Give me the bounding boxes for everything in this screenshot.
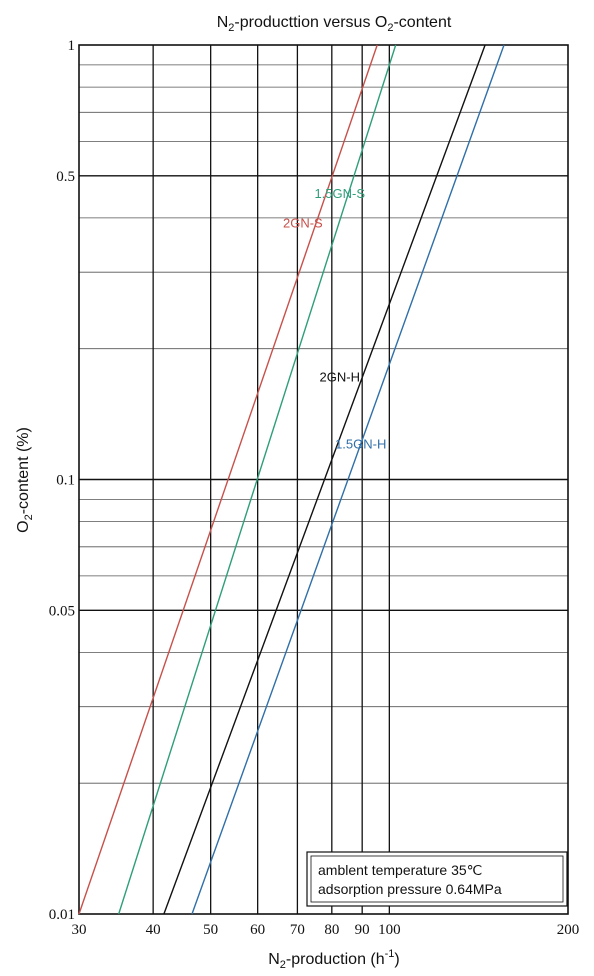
x-axis-title-sub: 2: [280, 959, 286, 971]
chart-title-sub1: 2: [228, 22, 234, 34]
x-tick-label: 30: [72, 922, 87, 938]
series-label-1.5GN-S: 1.5GN-S: [314, 186, 365, 201]
annotation-line-2: adsorption pressure 0.64MPa: [318, 881, 502, 897]
y-axis-title-pre: O: [15, 520, 32, 532]
x-tick-label: 100: [378, 922, 401, 938]
x-tick-label: 200: [557, 922, 580, 938]
series-labels: 2GN-S 1.5GN-S 2GN-H 1.5GN-H: [283, 186, 386, 451]
series-label-2GN-S: 2GN-S: [283, 216, 323, 231]
series-label-1.5GN-H: 1.5GN-H: [335, 436, 386, 451]
x-tick-label: 70: [290, 922, 305, 938]
grid-minor: [79, 64, 568, 784]
series-line-1.5GN-S: [118, 44, 397, 915]
y-axis-title: O2-content (%): [15, 427, 35, 533]
y-tick-label: 0.5: [56, 169, 75, 185]
series-line-1.5GN-H: [191, 44, 505, 915]
grid-major: [79, 45, 568, 914]
plot-frame: [78, 44, 569, 915]
series-group: [78, 44, 505, 915]
x-tick-labels: 30 40 50 60 70 80 90 100 200: [72, 922, 580, 938]
chart-title: N2-producttion versus O2-content: [217, 14, 452, 34]
annotation-box: amblent temperature 35℃ adsorption press…: [306, 851, 568, 907]
series-label-2GN-H: 2GN-H: [320, 370, 360, 385]
y-axis-title-post: -content (%): [15, 427, 32, 514]
chart-title-sub2: 2: [387, 22, 393, 34]
x-axis-title: N2-production (h-1): [268, 948, 400, 971]
y-tick-labels: 0.01 0.05 0.1 0.5 1: [49, 38, 75, 923]
x-tick-label: 90: [355, 922, 370, 938]
y-tick-label: 0.05: [49, 603, 75, 619]
x-axis-title-pre: N: [268, 951, 280, 968]
series-line-2GN-S: [78, 44, 378, 915]
y-tick-label: 0.1: [56, 473, 75, 489]
chart-title-mid: -producttion versus O: [234, 14, 387, 31]
chart-title-post: -content: [393, 14, 451, 31]
x-axis-title-sup: -1: [385, 948, 395, 960]
x-axis-title-mid: -production (h: [286, 951, 385, 968]
chart-title-pre: N: [217, 14, 229, 31]
x-tick-label: 40: [146, 922, 161, 938]
x-tick-label: 80: [324, 922, 339, 938]
x-axis-title-post: ): [394, 951, 399, 968]
x-tick-label: 60: [250, 922, 265, 938]
y-tick-label: 0.01: [49, 907, 75, 923]
series-line-2GN-H: [163, 44, 486, 915]
y-axis-title-sub: 2: [23, 514, 35, 520]
y-tick-label: 1: [68, 38, 76, 54]
annotation-line-1: amblent temperature 35℃: [318, 862, 482, 878]
x-tick-label: 50: [203, 922, 218, 938]
